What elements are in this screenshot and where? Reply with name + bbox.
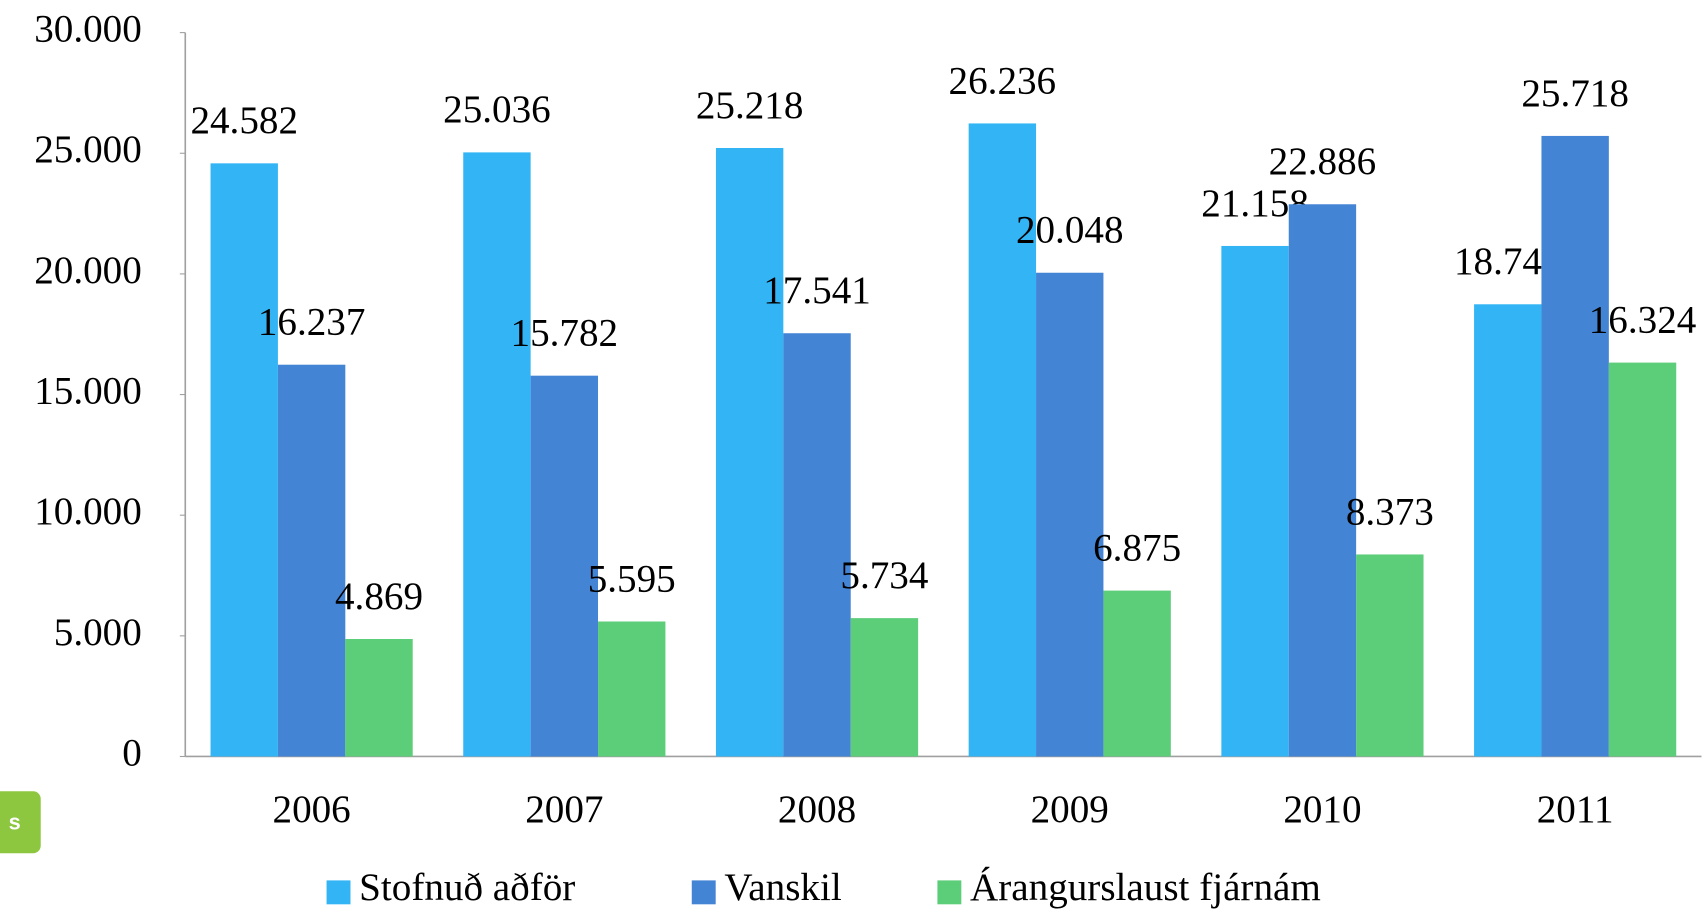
x-tick-label: 2007: [525, 788, 603, 831]
value-label: 6.875: [1093, 526, 1181, 569]
y-tick-label: 30.000: [34, 8, 142, 51]
value-label: 16.324: [1589, 298, 1697, 341]
legend-swatch: [937, 880, 962, 905]
bar: [277, 364, 346, 757]
bar: [530, 375, 599, 757]
value-label: 15.782: [511, 312, 619, 355]
bar: [463, 152, 531, 757]
bar: [1103, 590, 1171, 757]
value-label: 5.734: [840, 554, 928, 597]
bar: [1608, 362, 1677, 757]
y-tick-label: 0: [122, 731, 142, 774]
x-tick-label: 2006: [273, 788, 351, 831]
value-label: 25.718: [1521, 72, 1629, 115]
legend-label: Árangurslaust fjárnám: [970, 865, 1321, 909]
bar: [1356, 554, 1424, 757]
badge[interactable]: [0, 791, 41, 854]
badge-text: s: [9, 810, 21, 835]
value-label: 8.373: [1346, 490, 1434, 533]
bar: [210, 163, 278, 757]
bar: [968, 123, 1037, 757]
y-tick-label: 10.000: [34, 490, 142, 533]
bar: [598, 621, 666, 757]
y-tick-label: 25.000: [34, 128, 142, 171]
bar: [1541, 135, 1609, 757]
x-tick-label: 2008: [778, 788, 856, 831]
x-tick-label: 2009: [1031, 788, 1109, 831]
value-label: 24.582: [190, 99, 298, 142]
x-tick-label: 2010: [1283, 788, 1361, 831]
value-label: 20.048: [1016, 209, 1124, 252]
bar: [715, 147, 784, 757]
bar: [1474, 304, 1542, 757]
legend-label: Stofnuð aðför: [359, 866, 575, 909]
value-label: 22.886: [1269, 140, 1377, 183]
bar: [345, 639, 413, 757]
value-label: 4.869: [335, 575, 423, 618]
bar: [1288, 204, 1357, 757]
y-tick-label: 5.000: [54, 611, 142, 654]
legend-swatch: [326, 880, 351, 905]
value-label: 16.237: [258, 301, 366, 344]
bar: [1036, 272, 1104, 757]
legend-label: Vanskil: [724, 866, 841, 909]
bar: [783, 333, 851, 757]
y-tick-label: 15.000: [34, 370, 142, 413]
bar: [1221, 245, 1289, 757]
value-label: 25.218: [696, 84, 804, 127]
y-tick-label: 20.000: [34, 249, 142, 292]
value-label: 17.541: [763, 269, 871, 312]
value-label: 25.036: [443, 88, 551, 131]
value-label: 26.236: [949, 59, 1057, 102]
x-tick-label: 2011: [1537, 788, 1614, 831]
value-label: 5.595: [588, 557, 676, 600]
bar: [850, 618, 919, 757]
legend-swatch: [691, 880, 716, 905]
